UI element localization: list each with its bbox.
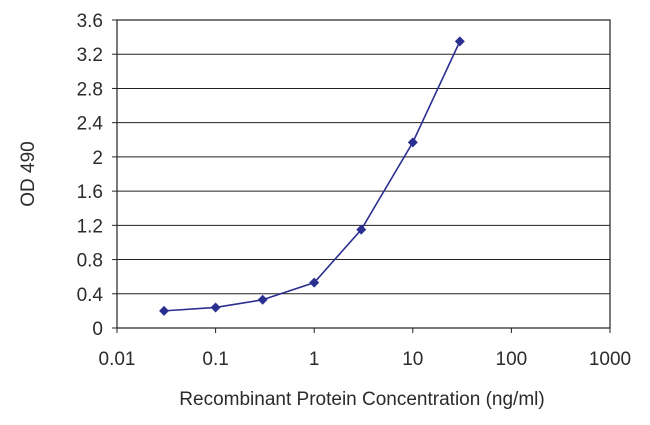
x-axis-title: Recombinant Protein Concentration (ng/ml… (179, 389, 544, 410)
y-tick-labels: 0 0.4 0.8 1.2 1.6 2 2.4 2.8 3.2 3.6 (77, 11, 104, 340)
y-tick-label: 0 (92, 319, 103, 340)
y-tick-label: 2.4 (77, 114, 104, 135)
x-tick-labels: 0.01 0.1 1 10 100 1000 (99, 349, 632, 370)
x-tick-label: 1000 (589, 349, 631, 370)
x-tick-label: 0.01 (99, 349, 136, 370)
data-point (309, 277, 320, 288)
y-tick-label: 2 (92, 148, 103, 169)
y-tick-label: 3.6 (77, 11, 103, 32)
x-tick-label: 10 (402, 349, 423, 370)
data-point (356, 224, 367, 235)
data-point (159, 305, 170, 316)
y-tick-label: 0.8 (77, 251, 103, 272)
y-tick-label: 3.2 (77, 45, 103, 66)
x-tick-label: 100 (496, 349, 528, 370)
y-tick-label: 2.8 (77, 79, 103, 100)
data-point (407, 137, 418, 148)
x-tick-label: 1 (309, 349, 320, 370)
x-tick-label: 0.1 (202, 349, 228, 370)
data-point (257, 294, 268, 305)
y-axis-title: OD 490 (18, 141, 39, 206)
y-tick-label: 1.2 (77, 216, 103, 237)
data-point (454, 36, 465, 47)
series-group (159, 36, 465, 316)
data-point (210, 302, 221, 313)
y-tick-label: 0.4 (77, 285, 104, 306)
plot-area (116, 19, 611, 329)
y-tick-label: 1.6 (77, 182, 103, 203)
